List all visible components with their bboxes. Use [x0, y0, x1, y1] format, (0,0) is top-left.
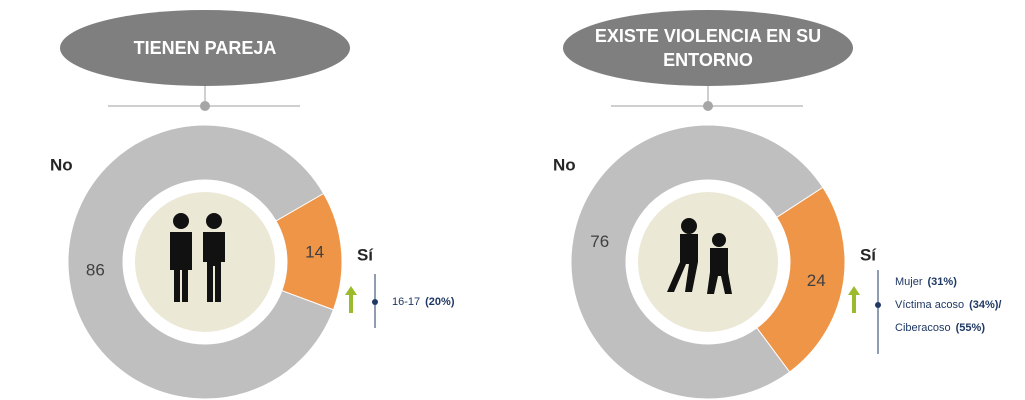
title-pill: [60, 10, 350, 86]
category-label: No: [50, 155, 73, 174]
annotation-pct: (34%)/: [969, 299, 1001, 311]
donut-slice: [570, 124, 824, 400]
icon: [712, 233, 726, 247]
arrow: [345, 286, 357, 313]
annotation-text: Mujer: [895, 276, 923, 288]
annotation-pct: (20%): [425, 296, 455, 308]
value-label: 86: [86, 261, 105, 280]
icon: [173, 213, 189, 229]
connector-dot: [200, 101, 210, 111]
annotation: Mujer (31%): [895, 276, 957, 288]
icon-bg: [638, 192, 778, 332]
icon: [206, 213, 222, 229]
note-dot: [875, 302, 881, 308]
chart-title: TIENEN PAREJA: [133, 38, 277, 58]
value-label: 14: [305, 242, 324, 261]
title-pill: [563, 10, 853, 86]
annotation-text: Ciberacoso: [895, 322, 951, 334]
arrow: [848, 286, 860, 313]
annotation-text: Víctima acoso: [895, 299, 964, 311]
annotation: 16-17 (20%): [392, 296, 455, 308]
category-label: Sí: [357, 245, 374, 264]
donut-slice: [67, 124, 335, 400]
value-label: 24: [807, 271, 826, 290]
icon: [681, 218, 697, 234]
note-dot: [372, 299, 378, 305]
chart-title: EXISTE VIOLENCIA EN SU ENTORNO: [594, 26, 822, 70]
annotation-text: 16-17: [392, 296, 420, 308]
donut-slice: [756, 186, 846, 373]
connector-dot: [703, 101, 713, 111]
icon: [170, 232, 225, 302]
value-label: 76: [590, 232, 609, 251]
annotation-pct: (55%): [956, 322, 986, 334]
icon: [667, 234, 732, 294]
annotation: Víctima acoso (34%)/: [895, 299, 1002, 311]
annotation: Ciberacoso (55%): [895, 322, 985, 334]
category-label: Sí: [860, 245, 877, 264]
category-label: No: [553, 155, 576, 174]
annotation-pct: (31%): [928, 276, 958, 288]
donut-slice: [275, 192, 343, 311]
